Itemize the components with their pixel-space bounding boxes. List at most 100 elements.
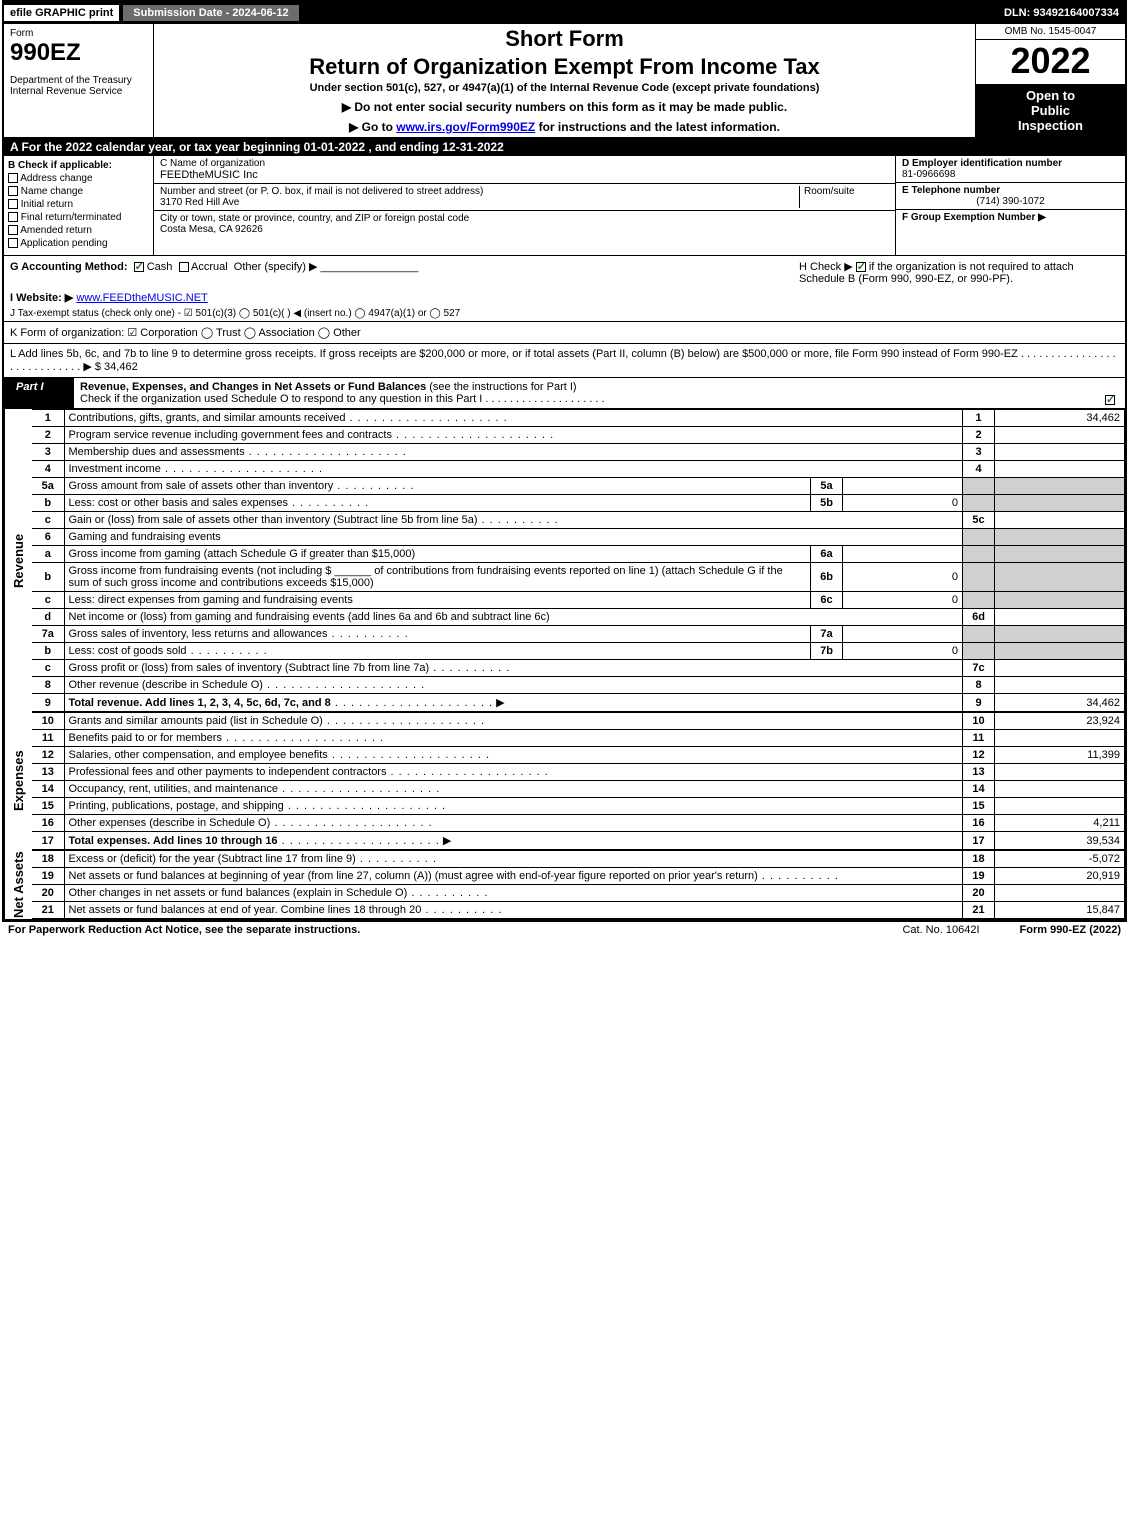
checkbox-cash[interactable] <box>134 262 144 272</box>
ln-6: 6 <box>32 529 64 546</box>
rv-17: 39,534 <box>995 832 1125 850</box>
col-b: B Check if applicable: Address change Na… <box>4 156 154 255</box>
rn-10: 10 <box>963 713 995 730</box>
inspection-3: Inspection <box>980 118 1121 133</box>
d-6c: Less: direct expenses from gaming and fu… <box>69 594 353 606</box>
l-value: 34,462 <box>104 361 138 373</box>
checkbox-part1-scheduleo[interactable] <box>1105 395 1115 405</box>
rv-2 <box>995 427 1125 444</box>
sl-6a: 6a <box>811 546 843 563</box>
top-bar: efile GRAPHIC print Submission Date - 20… <box>4 2 1125 24</box>
rv-12: 11,399 <box>995 747 1125 764</box>
checkbox-name-change[interactable] <box>8 186 18 196</box>
rn-7c: 7c <box>963 660 995 677</box>
form-990ez: efile GRAPHIC print Submission Date - 20… <box>2 0 1127 921</box>
ln-19: 19 <box>32 868 64 885</box>
d-11: Benefits paid to or for members <box>69 732 222 744</box>
cash-label: Cash <box>147 261 173 273</box>
ln-8: 8 <box>32 677 64 694</box>
e-label: E Telephone number <box>902 185 1000 196</box>
l-text: L Add lines 5b, 6c, and 7b to line 9 to … <box>10 348 1116 373</box>
ein-value: 81-0966698 <box>902 169 955 180</box>
revenue-table: 1Contributions, gifts, grants, and simil… <box>32 409 1125 712</box>
row-k: K Form of organization: ☑ Corporation ◯ … <box>4 322 1125 344</box>
d-20: Other changes in net assets or fund bala… <box>69 887 408 899</box>
checkbox-amended-return[interactable] <box>8 225 18 235</box>
ln-18: 18 <box>32 851 64 868</box>
rv-8 <box>995 677 1125 694</box>
other-label: Other (specify) ▶ <box>234 261 318 273</box>
d-9: Total revenue. Add lines 1, 2, 3, 4, 5c,… <box>69 697 331 709</box>
d-2: Program service revenue including govern… <box>69 429 392 441</box>
street-value: 3170 Red Hill Ave <box>160 197 239 208</box>
c-label: C Name of organization <box>160 158 265 169</box>
sl-5a: 5a <box>811 478 843 495</box>
sl-7a: 7a <box>811 626 843 643</box>
form-number: 990EZ <box>10 39 147 67</box>
sv-7b: 0 <box>843 643 963 660</box>
d-6: Gaming and fundraising events <box>64 529 963 546</box>
checkbox-application-pending[interactable] <box>8 238 18 248</box>
ln-12: 12 <box>32 747 64 764</box>
d-6d: Net income or (loss) from gaming and fun… <box>69 611 550 623</box>
ln-7b: b <box>32 643 64 660</box>
rn-20: 20 <box>963 885 995 902</box>
rv-1: 34,462 <box>995 410 1125 427</box>
rn-5c: 5c <box>963 512 995 529</box>
ln-5a: 5a <box>32 478 64 495</box>
ln-16: 16 <box>32 815 64 832</box>
arrow-9: ▶ <box>496 697 504 709</box>
footer-formref: Form 990-EZ (2022) <box>1020 924 1121 936</box>
checkbox-h[interactable] <box>856 262 866 272</box>
instruction-2: ▶ Go to www.irs.gov/Form990EZ for instru… <box>160 120 969 134</box>
part1-title: Revenue, Expenses, and Changes in Net As… <box>80 381 426 393</box>
row-g: G Accounting Method: Cash Accrual Other … <box>4 256 1125 289</box>
checkbox-initial-return[interactable] <box>8 199 18 209</box>
rn-14: 14 <box>963 781 995 798</box>
ln-2: 2 <box>32 427 64 444</box>
rn-17: 17 <box>963 832 995 850</box>
rv-7c <box>995 660 1125 677</box>
header-right: OMB No. 1545-0047 2022 Open to Public In… <box>975 24 1125 137</box>
sv-6c: 0 <box>843 592 963 609</box>
rv-15 <box>995 798 1125 815</box>
expenses-table: 10Grants and similar amounts paid (list … <box>32 712 1125 850</box>
ln-6b: b <box>32 563 64 592</box>
rn-21: 21 <box>963 902 995 919</box>
rn-9: 9 <box>963 694 995 712</box>
rn-2: 2 <box>963 427 995 444</box>
d-4: Investment income <box>69 463 161 475</box>
d-14: Occupancy, rent, utilities, and maintena… <box>69 783 279 795</box>
irs-link[interactable]: www.irs.gov/Form990EZ <box>396 120 535 134</box>
website-value[interactable]: www.FEEDtheMUSIC.NET <box>76 292 207 304</box>
checkbox-accrual[interactable] <box>179 262 189 272</box>
checkbox-address-change[interactable] <box>8 173 18 183</box>
checkbox-final-return[interactable] <box>8 212 18 222</box>
sv-6b: 0 <box>843 563 963 592</box>
row-j: J Tax-exempt status (check only one) - ☑… <box>4 306 1125 322</box>
rv-19: 20,919 <box>995 868 1125 885</box>
dept-treasury: Department of the Treasury <box>10 75 147 86</box>
ln-7c: c <box>32 660 64 677</box>
rn-12: 12 <box>963 747 995 764</box>
col-d: D Employer identification number 81-0966… <box>895 156 1125 255</box>
h-text1: H Check ▶ <box>799 261 856 273</box>
rn-11: 11 <box>963 730 995 747</box>
rn-4: 4 <box>963 461 995 478</box>
d-6b-1: Gross income from fundraising events (no… <box>69 565 332 577</box>
ln-5c: c <box>32 512 64 529</box>
netassets-section: Net Assets 18Excess or (deficit) for the… <box>4 850 1125 919</box>
opt-application-pending: Application pending <box>20 238 107 249</box>
ln-15: 15 <box>32 798 64 815</box>
d-12: Salaries, other compensation, and employ… <box>69 749 328 761</box>
rv-18: -5,072 <box>995 851 1125 868</box>
tax-year: 2022 <box>976 40 1125 82</box>
sv-5b: 0 <box>843 495 963 512</box>
sl-7b: 7b <box>811 643 843 660</box>
footer: For Paperwork Reduction Act Notice, see … <box>2 921 1127 938</box>
omb-number: OMB No. 1545-0047 <box>976 24 1125 40</box>
ln-14: 14 <box>32 781 64 798</box>
ln-6a: a <box>32 546 64 563</box>
header-center: Short Form Return of Organization Exempt… <box>154 24 975 137</box>
d-16: Other expenses (describe in Schedule O) <box>69 817 271 829</box>
